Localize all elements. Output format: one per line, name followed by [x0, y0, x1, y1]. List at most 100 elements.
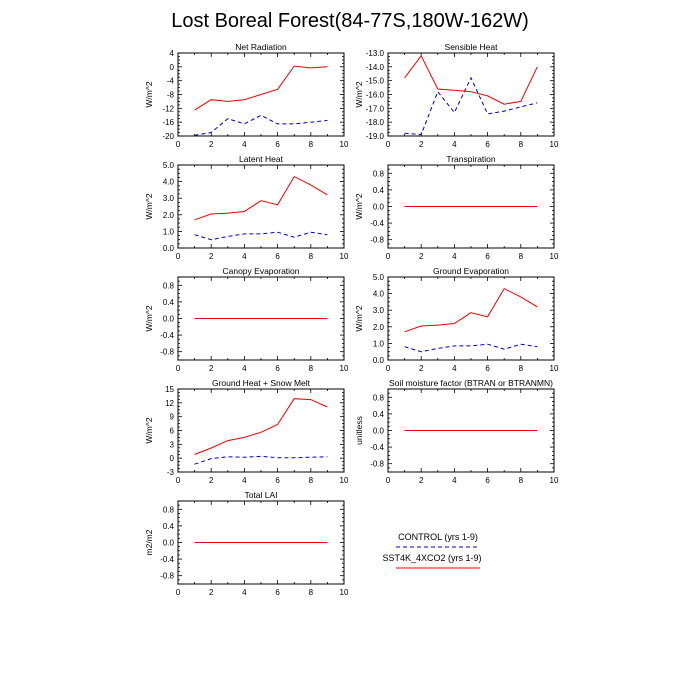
y-tick-label: -12: [162, 104, 174, 113]
x-tick-label: 0: [386, 364, 391, 373]
x-tick-label: 10: [340, 140, 349, 149]
x-tick-label: 4: [242, 364, 247, 373]
y-tick-label: 9: [170, 413, 175, 422]
y-tick-label: 0.0: [373, 203, 385, 212]
legend-label: CONTROL (yrs 1-9): [398, 532, 478, 542]
legend-label: SST4K_4XCO2 (yrs 1-9): [382, 553, 481, 563]
y-tick-label: 0: [170, 454, 175, 463]
series-line-1: [194, 114, 328, 136]
panel-canopy-evaporation: Canopy Evaporation W/m^2 0 2 4 6 8 10 -0.8 -0.4 0.…: [144, 266, 349, 373]
y-tick-label: -16.0: [366, 91, 385, 100]
y-tick-label: -0.4: [370, 443, 384, 452]
y-tick-label: 1.0: [163, 227, 175, 236]
x-tick-label: 2: [209, 588, 214, 597]
series-line-2: [404, 287, 538, 333]
x-tick-label: 10: [550, 476, 559, 485]
y-tick-label: 0.4: [373, 410, 385, 419]
y-tick-label: 0.0: [163, 244, 175, 253]
y-tick-label: 0.4: [163, 522, 175, 531]
x-tick-label: 6: [275, 588, 280, 597]
y-tick-label: -18.0: [366, 118, 385, 127]
y-axis-label: W/m^2: [354, 193, 364, 219]
y-tick-label: -0.8: [370, 236, 384, 245]
x-tick-label: 10: [340, 588, 349, 597]
series-line-1: [194, 231, 328, 241]
y-tick-label: 15: [165, 385, 174, 394]
x-tick-label: 4: [242, 588, 247, 597]
panel-latent-heat: Latent Heat W/m^2 0 2 4 6 8 10 0.0 1.0 2.0 3.0 4.0 5.…: [144, 154, 349, 261]
series-line-1: [404, 76, 538, 136]
x-tick-label: 6: [485, 252, 490, 261]
y-tick-label: -0.4: [160, 331, 174, 340]
x-tick-label: 6: [275, 140, 280, 149]
x-tick-label: 10: [340, 252, 349, 261]
y-tick-label: 0.8: [163, 281, 175, 290]
legend: CONTROL (yrs 1-9) SST4K_4XCO2 (yrs 1-9): [382, 532, 482, 569]
y-axis-label: W/m^2: [354, 81, 364, 107]
y-tick-label: 0.0: [373, 356, 385, 365]
y-tick-label: 3.0: [373, 306, 385, 315]
x-tick-label: 6: [275, 476, 280, 485]
panel-title: Latent Heat: [239, 154, 284, 164]
x-tick-label: 0: [176, 364, 181, 373]
y-tick-label: 0.4: [373, 186, 385, 195]
panel-ground-evaporation: Ground Evaporation W/m^2 0 2 4 6 8 10 0.0 1.0 2.0 3…: [354, 266, 559, 373]
x-tick-label: 2: [209, 140, 214, 149]
panel-net-radiation: Net Radiation W/m^2 0 2 4 6 8 10 -20 -16 -12 -8 -4 0 4: [144, 42, 349, 149]
y-tick-label: -13.0: [366, 49, 385, 58]
x-tick-label: 8: [309, 252, 314, 261]
y-tick-label: 0.0: [373, 427, 385, 436]
y-tick-label: 5.0: [373, 273, 385, 282]
x-tick-label: 10: [550, 364, 559, 373]
y-tick-label: -15.0: [366, 77, 385, 86]
y-tick-label: 0.8: [373, 393, 385, 402]
x-tick-label: 4: [452, 252, 457, 261]
y-tick-label: 0.8: [373, 169, 385, 178]
y-tick-label: 4.0: [163, 178, 175, 187]
panel-transpiration: Transpiration W/m^2 0 2 4 6 8 10 -0.8 -0.4 0.0 0.4 0…: [354, 154, 559, 261]
x-tick-label: 8: [309, 364, 314, 373]
x-tick-label: 0: [176, 140, 181, 149]
y-tick-label: -20: [162, 132, 174, 141]
panel-title: Canopy Evaporation: [222, 266, 299, 276]
y-tick-label: -0.4: [160, 555, 174, 564]
x-tick-label: 8: [309, 140, 314, 149]
y-tick-label: 2.0: [163, 211, 175, 220]
y-axis-label: W/m^2: [144, 81, 154, 107]
x-tick-label: 2: [419, 252, 424, 261]
y-tick-label: 5.0: [163, 161, 175, 170]
x-tick-label: 10: [550, 252, 559, 261]
y-axis-label: W/m^2: [144, 193, 154, 219]
y-tick-label: 4.0: [373, 290, 385, 299]
y-tick-label: 0.0: [163, 539, 175, 548]
y-axis-label: unitless: [354, 416, 364, 445]
y-axis-label: W/m^2: [144, 417, 154, 443]
panel-title: Soil moisture factor (BTRAN or BTRANMN): [389, 378, 553, 388]
legend-entry-1: CONTROL (yrs 1-9): [396, 532, 480, 548]
y-tick-label: 0.4: [163, 298, 175, 307]
panel-title: Ground Evaporation: [433, 266, 509, 276]
x-tick-label: 8: [519, 476, 524, 485]
x-tick-label: 6: [485, 364, 490, 373]
x-tick-label: 8: [519, 140, 524, 149]
x-tick-label: 10: [340, 476, 349, 485]
y-tick-label: 12: [165, 399, 174, 408]
y-tick-label: -3: [167, 468, 175, 477]
x-tick-label: 8: [519, 364, 524, 373]
x-tick-label: 6: [275, 252, 280, 261]
panel-title: Net Radiation: [235, 42, 287, 52]
y-tick-label: 3: [170, 440, 175, 449]
series-line-2: [404, 54, 538, 105]
x-tick-label: 0: [176, 476, 181, 485]
x-tick-label: 4: [242, 252, 247, 261]
y-tick-label: 0: [170, 63, 175, 72]
x-tick-label: 4: [452, 476, 457, 485]
series-line-2: [194, 65, 328, 111]
y-tick-label: -8: [167, 91, 175, 100]
panel-soil-moisture-factor-btran-or-btranmn: Soil moisture factor (BTRAN or BTRANMN) u…: [354, 378, 559, 485]
x-tick-label: 4: [242, 476, 247, 485]
x-tick-label: 0: [176, 588, 181, 597]
series-line-2: [194, 398, 328, 455]
y-axis-label: W/m^2: [144, 305, 154, 331]
